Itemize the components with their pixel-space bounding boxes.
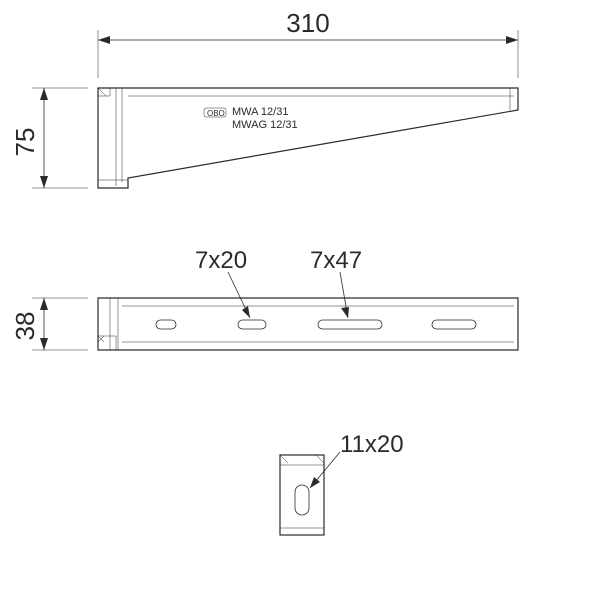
dim-length-value: 310 — [286, 8, 329, 38]
side-view: OBO MWA 12/31 MWAG 12/31 — [98, 88, 518, 188]
label-11x20-text: 11x20 — [340, 431, 404, 458]
dim-overall-length: 310 — [98, 8, 518, 78]
label-7x20-text: 7x20 — [195, 247, 247, 274]
label-slot-7x47: 7x47 — [310, 247, 362, 318]
dim-height-value: 75 — [10, 128, 40, 157]
slot-2-labeled-7x20 — [238, 320, 266, 329]
dim-topview-height: 38 — [10, 298, 88, 350]
dim-bracket-height: 75 — [10, 88, 88, 188]
slot-4 — [432, 320, 476, 329]
slot-3-labeled-7x47 — [318, 320, 382, 329]
label-slot-7x20: 7x20 — [195, 247, 250, 318]
label-7x47-text: 7x47 — [310, 247, 362, 274]
dim-38-value: 38 — [10, 312, 40, 341]
slot-1 — [156, 320, 176, 329]
mount-plate-view — [280, 455, 324, 535]
part-line2: MWAG 12/31 — [232, 119, 298, 131]
top-view — [98, 298, 518, 350]
part-line1: MWA 12/31 — [232, 106, 288, 118]
technical-drawing: 310 75 OBO MWA 12/31 MWAG 12/31 — [0, 0, 600, 600]
brand-text: OBO — [207, 109, 225, 118]
part-label: OBO MWA 12/31 MWAG 12/31 — [204, 106, 298, 131]
